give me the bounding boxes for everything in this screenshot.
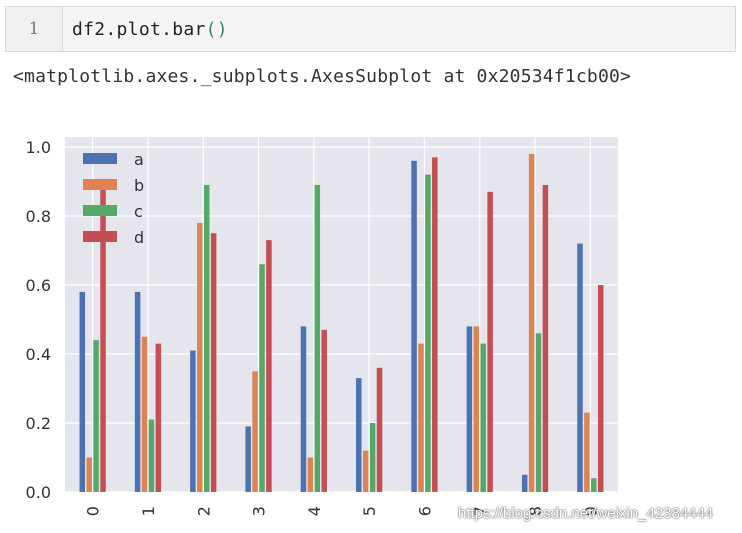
bar-a-0 bbox=[79, 291, 86, 492]
y-tick-label: 0.4 bbox=[26, 345, 51, 364]
code-parens: () bbox=[205, 18, 228, 40]
watermark-text: https://blog.csdn.net/weixin_42384444 bbox=[458, 505, 714, 522]
legend-label-d: d bbox=[134, 228, 144, 247]
bar-d-1 bbox=[155, 343, 162, 492]
bar-d-7 bbox=[487, 191, 493, 492]
y-tick-label: 1.0 bbox=[26, 138, 51, 157]
bar-a-4 bbox=[300, 326, 307, 492]
bar-b-3 bbox=[252, 371, 258, 492]
x-tick-label: 6 bbox=[415, 506, 434, 516]
bar-d-6 bbox=[432, 157, 438, 492]
legend-swatch-a bbox=[83, 153, 117, 164]
bar-b-8 bbox=[528, 153, 535, 492]
bar-a-3 bbox=[245, 426, 251, 492]
legend-label-b: b bbox=[134, 176, 144, 195]
bar-a-6 bbox=[411, 160, 417, 493]
x-tick-label: 5 bbox=[360, 506, 379, 516]
bar-d-5 bbox=[376, 367, 383, 492]
bar-c-3 bbox=[259, 264, 265, 492]
bar-b-6 bbox=[418, 343, 424, 492]
bar-c-2 bbox=[203, 184, 210, 492]
bar-d-4 bbox=[321, 329, 327, 492]
bar-a-2 bbox=[190, 350, 196, 492]
legend-label-a: a bbox=[134, 150, 144, 169]
legend-swatch-b bbox=[83, 179, 117, 190]
bar-c-1 bbox=[148, 419, 155, 492]
bar-c-0 bbox=[93, 340, 99, 492]
bar-c-6 bbox=[425, 174, 431, 492]
y-tick-label: 0.8 bbox=[26, 207, 51, 226]
y-tick-label: 0.0 bbox=[26, 483, 51, 502]
bar-b-4 bbox=[307, 457, 314, 492]
x-tick-label: 8 bbox=[526, 506, 545, 516]
x-tick-label: 7 bbox=[471, 506, 490, 516]
bar-c-4 bbox=[314, 184, 321, 492]
x-tick-labels: 0 1 2 3 4 5 6 7 8 9 bbox=[84, 506, 601, 516]
bar-a-9 bbox=[577, 243, 583, 492]
bar-b-0 bbox=[86, 457, 92, 492]
x-tick-label: 9 bbox=[581, 506, 600, 516]
x-tick-label: 0 bbox=[84, 506, 103, 516]
bar-d-8 bbox=[542, 184, 549, 492]
legend-swatch-d bbox=[83, 231, 117, 242]
bar-a-1 bbox=[134, 291, 141, 492]
x-tick-label: 1 bbox=[139, 506, 158, 516]
bar-b-7 bbox=[473, 326, 480, 492]
code-text: df2.plot.bar bbox=[72, 18, 206, 40]
legend-label-c: c bbox=[134, 202, 143, 221]
bar-b-2 bbox=[197, 222, 203, 492]
x-tick-label: 2 bbox=[194, 506, 213, 516]
x-tick-label: 3 bbox=[250, 506, 269, 516]
bar-c-7 bbox=[480, 343, 486, 492]
bar-c-8 bbox=[535, 333, 542, 492]
y-tick-labels: 0.0 0.2 0.4 0.6 0.8 1.0 bbox=[26, 138, 51, 502]
bar-d-3 bbox=[266, 240, 272, 492]
bar-a-5 bbox=[356, 378, 362, 492]
cell-prompt-number: 1 bbox=[6, 7, 63, 51]
bar-d-2 bbox=[210, 233, 217, 492]
bar-b-5 bbox=[362, 450, 369, 492]
y-tick-label: 0.6 bbox=[26, 276, 51, 295]
bar-d-0 bbox=[100, 188, 106, 492]
bar-d-9 bbox=[597, 285, 604, 492]
code-cell[interactable]: 1 df2.plot.bar() bbox=[5, 6, 736, 52]
bars bbox=[79, 153, 604, 493]
output-repr: <matplotlib.axes._subplots.AxesSubplot a… bbox=[13, 66, 632, 87]
code-line[interactable]: df2.plot.bar() bbox=[72, 7, 228, 51]
bar-a-7 bbox=[466, 326, 473, 492]
x-tick-label: 4 bbox=[305, 506, 324, 516]
bar-b-9 bbox=[584, 412, 590, 492]
bar-b-1 bbox=[141, 336, 148, 492]
bar-c-5 bbox=[369, 423, 376, 492]
y-tick-label: 0.2 bbox=[26, 414, 51, 433]
bar-c-9 bbox=[591, 478, 597, 492]
bar-a-8 bbox=[521, 474, 528, 492]
legend-swatch-c bbox=[83, 205, 117, 216]
